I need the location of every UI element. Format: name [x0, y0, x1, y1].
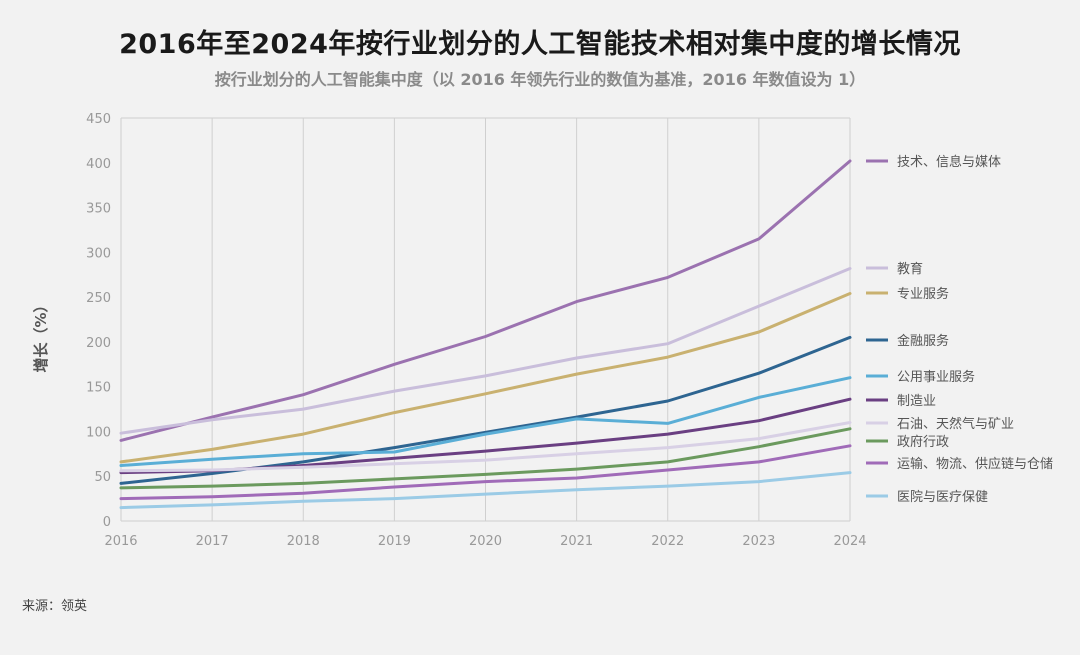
- x-tick-label-2018: 2018: [287, 534, 320, 549]
- legend-label-8: 运输、物流、供应链与仓储: [897, 456, 1053, 472]
- legend-label-0: 技术、信息与媒体: [897, 154, 1001, 170]
- series-line-2: [119, 292, 852, 464]
- y-axis-label: 增长（%）: [32, 297, 50, 372]
- x-tick-label-2022: 2022: [651, 534, 684, 549]
- legend-label-9: 医院与医疗保健: [897, 490, 988, 505]
- legend-label-2: 专业服务: [897, 286, 949, 302]
- x-tick-label-2016: 2016: [104, 534, 137, 549]
- legend-label-1: 教育: [897, 261, 923, 277]
- legend-label-5: 制造业: [897, 394, 936, 409]
- y-axis-ticks: 0 50 100 150 200 250 300 350 400 450: [86, 112, 111, 530]
- series-line-4: [119, 376, 852, 467]
- series-line-7: [119, 427, 852, 490]
- x-tick-label-2020: 2020: [469, 534, 502, 549]
- x-tick-label-2017: 2017: [196, 534, 229, 549]
- y-tick-label-150: 150: [86, 381, 111, 396]
- y-tick-label-50: 50: [94, 470, 111, 485]
- chart-subtitle: 按行业划分的人工智能集中度（以 2016 年领先行业的数值为基准，2016 年数…: [214, 70, 866, 89]
- y-tick-label-400: 400: [86, 157, 111, 172]
- x-tick-label-2023: 2023: [742, 534, 775, 549]
- y-tick-label-350: 350: [86, 202, 111, 217]
- series-line-1: [119, 267, 852, 435]
- x-axis-ticks: 2016 2017 2018 2019 2020 2021 2022 2023 2024: [104, 534, 866, 549]
- source-note: 来源：领英: [22, 599, 88, 614]
- legend-label-3: 金融服务: [897, 333, 949, 349]
- x-tick-label-2021: 2021: [560, 534, 593, 549]
- chart-title: 2016年至2024年按行业划分的人工智能技术相对集中度的增长情况: [119, 29, 961, 60]
- series-line-8: [119, 444, 852, 501]
- y-tick-label-200: 200: [86, 336, 111, 351]
- y-tick-label-250: 250: [86, 291, 111, 306]
- series-line-9: [119, 471, 852, 510]
- y-tick-label-0: 0: [103, 515, 111, 530]
- legend-label-4: 公用事业服务: [897, 369, 975, 385]
- series-line-6: [119, 421, 852, 473]
- y-tick-label-300: 300: [86, 246, 111, 261]
- x-tick-label-2024: 2024: [833, 534, 866, 549]
- y-tick-label-450: 450: [86, 112, 111, 127]
- y-tick-label-100: 100: [86, 425, 111, 440]
- legend: 技术、信息与媒体教育专业服务金融服务公用事业服务制造业石油、天然气与矿业政府行政…: [866, 154, 1053, 505]
- legend-label-7: 政府行政: [897, 435, 949, 450]
- series-lines: [119, 159, 852, 510]
- legend-label-6: 石油、天然气与矿业: [897, 416, 1014, 432]
- series-line-0: [119, 159, 852, 442]
- x-tick-label-2019: 2019: [378, 534, 411, 549]
